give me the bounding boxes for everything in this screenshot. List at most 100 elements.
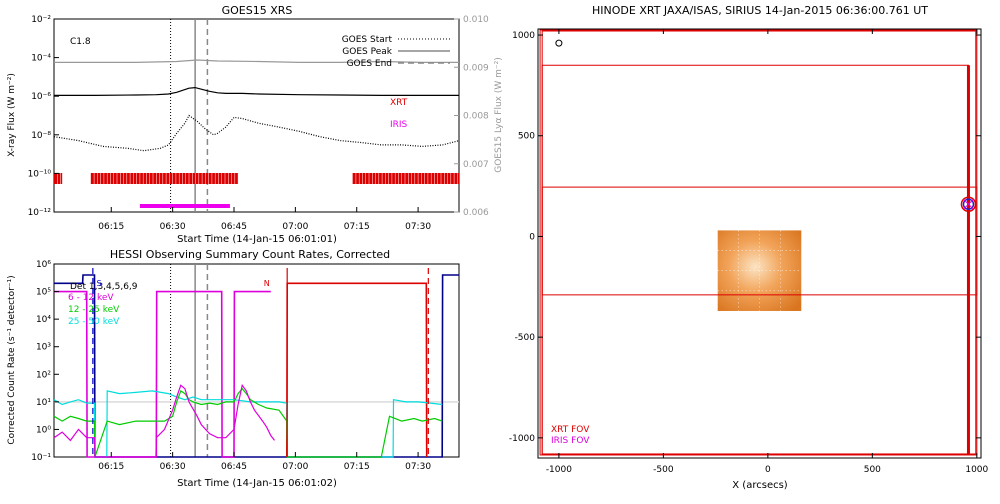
xrt-panel: HINODE XRT JAXA/ISAS, SIRIUS 14-Jan-2015… <box>509 4 989 491</box>
legend-iris-fov: IRIS FOV <box>551 436 590 446</box>
hessi-series-6 <box>285 282 428 458</box>
hessi-x-tick-label: 06:45 <box>221 462 247 472</box>
xrt-plot-frame <box>537 28 982 459</box>
goes-y-tick-label: 10⁻² <box>31 15 51 25</box>
hessi-y-label: Corrected Count Rate (s⁻¹ detector⁻¹) <box>7 275 17 444</box>
hessi-x-tick-label: 07:00 <box>282 462 308 472</box>
goes-y-label-right: GOES15 Lyα Flux (W m⁻²) <box>494 57 504 173</box>
goes-y-right-tick-label: 0.009 <box>463 63 489 73</box>
xrt-title: HINODE XRT JAXA/ISAS, SIRIUS 14-Jan-2015… <box>592 4 928 17</box>
hessi-legend: 6 - 12 keV 12 - 25 keV 25 - 50 keV <box>68 293 120 327</box>
hessi-x-axis: 06:15 06:30 06:45 07:00 07:15 07:30 <box>98 452 431 472</box>
xrt-y-axis: 1000 500 0 -500 -1000 <box>509 31 981 444</box>
goes-y-right-tick-label: 0.008 <box>463 112 489 122</box>
goes-x-tick-label: 06:45 <box>221 222 247 232</box>
xrt-coverage-bar-2 <box>352 173 459 184</box>
goes-y-tick-label: 10⁻⁴ <box>31 54 51 64</box>
goes-y-tick-label: 10⁻⁶ <box>31 92 51 102</box>
goes-y-tick-label: 10⁻¹⁰ <box>28 169 52 179</box>
goes-x-tick-label: 07:15 <box>344 222 370 232</box>
xrt-x-axis: -1000 -500 0 500 1000 <box>546 29 989 475</box>
goes-x-tick-label: 06:30 <box>160 222 186 232</box>
target-cross <box>963 198 974 210</box>
hessi-x-tick-label: 07:15 <box>344 462 370 472</box>
hessi-series-5 <box>54 290 271 458</box>
iris-coverage-bar-0 <box>139 204 230 208</box>
goes-title: GOES15 XRS <box>222 4 293 17</box>
hessi-x-tick-label: 06:30 <box>160 462 186 472</box>
goes-y-label: X-ray Flux (W m⁻²) <box>7 73 17 157</box>
goes-x-label: Start Time (14-Jan-15 06:01:01) <box>177 234 337 245</box>
hessi-plot-area <box>53 264 459 458</box>
corner-marker <box>555 39 563 47</box>
flare-class-label: C1.8 <box>70 37 91 47</box>
xrt-fov-box-3 <box>541 186 978 296</box>
legend-xrt-fov: XRT FOV <box>551 425 590 435</box>
hessi-title: HESSI Observing Summary Count Rates, Cor… <box>110 248 390 261</box>
goes-panel: GOES15 XRS C1.8 GOES Start GOES Peak GOE… <box>7 4 504 245</box>
goes-y-tick-label: 10⁻⁸ <box>31 131 51 141</box>
hessi-panel: HESSI Observing Summary Count Rates, Cor… <box>7 248 460 489</box>
goes-y-right-tick-label: 0.010 <box>463 15 489 25</box>
goes-legend: GOES Start GOES Peak GOES End <box>342 35 450 69</box>
hessi-plot-frame <box>53 263 460 458</box>
hessi-y-tick-label: 10⁵ <box>36 288 51 298</box>
legend-goes-start-label: GOES Start <box>342 35 393 45</box>
xrt-coverage-bar-0 <box>54 173 63 184</box>
xrt-x-tick-label: -500 <box>653 465 674 475</box>
legend-goes-peak-label: GOES Peak <box>342 47 392 57</box>
goes-x-tick-label: 06:15 <box>98 222 124 232</box>
goes-series-0 <box>54 86 459 97</box>
xrt-coverage-label: XRT <box>390 98 408 108</box>
hessi-y-tick-label: 10² <box>36 370 51 380</box>
xrt-y-tick-label: -1000 <box>509 434 535 444</box>
hessi-y-tick-label: 10¹ <box>36 398 51 408</box>
hessi-series-2 <box>53 390 443 458</box>
goes-x-tick-label: 07:30 <box>405 222 431 232</box>
hessi-series-4 <box>54 274 459 458</box>
detectors-label: Det 1,3,4,5,6,9 <box>70 282 138 292</box>
hessi-series-0 <box>53 383 275 458</box>
goes-y-axis-right: 0.010 0.009 0.008 0.007 0.006 <box>454 15 489 218</box>
goes-y-axis: 10⁻² 10⁻⁴ 10⁻⁶ 10⁻⁸ 10⁻¹⁰ 10⁻¹² <box>28 15 59 218</box>
xrt-y-tick-label: 1000 <box>512 31 535 41</box>
xrt-y-tick-label: -500 <box>515 333 536 343</box>
hessi-x-tick-label: 06:15 <box>98 462 124 472</box>
hessi-y-axis: 10⁶ 10⁵ 10⁴ 10³ 10² 10¹ 10⁰ 10⁻¹ <box>31 260 59 463</box>
xrt-y-tick-label: 0 <box>529 232 535 242</box>
xrt-x-tick-label: -1000 <box>546 465 572 475</box>
hessi-y-tick-label: 10⁰ <box>36 425 51 435</box>
hessi-annotation-0: S <box>96 279 101 288</box>
goes-series-1 <box>53 114 460 152</box>
hessi-series-1 <box>53 387 443 458</box>
legend-25-50-kev: 25 - 50 keV <box>68 317 120 327</box>
xrt-y-tick-label: 500 <box>518 132 535 142</box>
iris-coverage-label: IRIS <box>390 120 408 130</box>
goes-y-right-tick-label: 0.007 <box>463 160 489 170</box>
xrt-x-tick-label: 500 <box>864 465 881 475</box>
xrt-target-marker <box>962 198 975 210</box>
hessi-y-tick-label: 10⁶ <box>36 260 51 270</box>
xrt-x-tick-label: 0 <box>765 465 771 475</box>
iris-target-marker <box>960 196 977 212</box>
xrt-x-tick-label: 1000 <box>965 465 988 475</box>
hessi-annotation-1: N <box>264 279 270 288</box>
legend-goes-end-label: GOES End <box>347 59 392 69</box>
goes-series-2 <box>54 59 459 64</box>
legend-12-25-kev: 12 - 25 keV <box>68 305 120 315</box>
xrt-x-label: X (arcsecs) <box>732 480 788 491</box>
hessi-y-tick-label: 10⁻¹ <box>31 453 51 463</box>
goes-x-tick-label: 07:00 <box>282 222 308 232</box>
hessi-x-tick-label: 07:30 <box>405 462 431 472</box>
hessi-y-tick-label: 10⁴ <box>36 315 51 325</box>
xrt-coverage-bar-1 <box>90 173 239 184</box>
goes-y-tick-label: 10⁻¹² <box>28 208 52 218</box>
goes-plot-area <box>53 19 460 212</box>
goes-y-right-tick-label: 0.006 <box>463 208 489 218</box>
legend-6-12-kev: 6 - 12 keV <box>68 293 114 303</box>
xrt-plot-area <box>539 29 978 456</box>
xrt-legend: XRT FOV IRIS FOV <box>551 425 590 446</box>
